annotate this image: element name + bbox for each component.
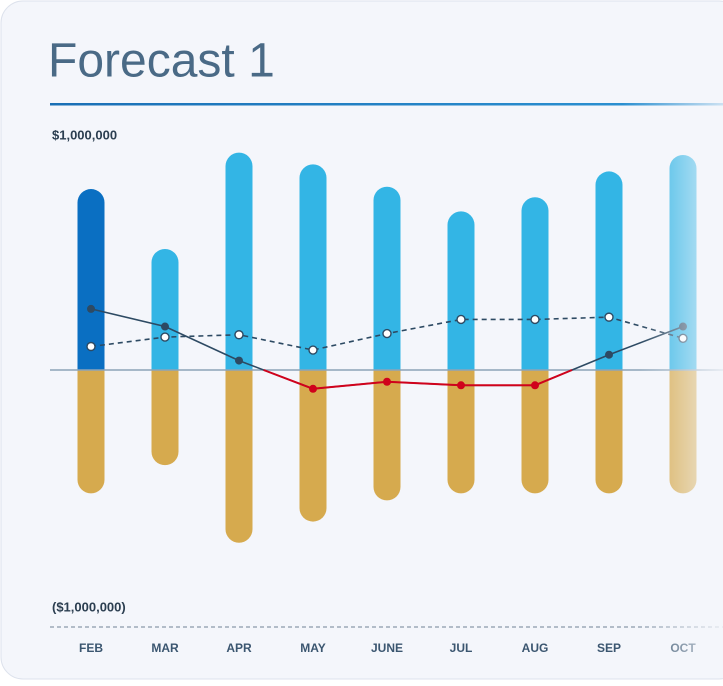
- bar: [447, 370, 475, 494]
- line-point: [604, 312, 614, 322]
- negative-segment: [386, 380, 462, 387]
- negative-segment: [534, 369, 573, 387]
- bar: [225, 370, 253, 543]
- bar: [521, 370, 549, 494]
- x-tick-label: SEP: [597, 641, 621, 655]
- line-point: [309, 384, 317, 393]
- negative-segment: [263, 369, 314, 390]
- x-tick-label: MAR: [151, 641, 179, 655]
- bar: [151, 370, 179, 466]
- bar: [77, 189, 105, 370]
- bar: [299, 370, 327, 522]
- bar: [151, 248, 179, 370]
- x-tick-label: AUG: [522, 641, 549, 655]
- bar: [225, 152, 253, 370]
- line-point: [530, 314, 540, 325]
- bar: [299, 164, 327, 370]
- line-point: [234, 330, 244, 340]
- line-point: [605, 350, 613, 359]
- negative-segment: [312, 380, 388, 390]
- line-point: [382, 328, 392, 339]
- bar: [77, 370, 105, 494]
- x-tick-label: JUNE: [371, 641, 403, 655]
- bar: [373, 186, 401, 370]
- bar: [447, 211, 475, 370]
- title-rule: [50, 103, 723, 106]
- line-point: [457, 381, 465, 390]
- bar: [595, 370, 623, 494]
- x-tick-label: MAY: [300, 641, 326, 655]
- edge-fade: [640, 110, 723, 670]
- line-point: [87, 304, 95, 313]
- line-point: [161, 322, 169, 331]
- line-point: [308, 345, 318, 355]
- x-tick-label: APR: [226, 641, 252, 655]
- bar: [595, 171, 623, 370]
- line-point: [160, 332, 170, 342]
- line-point: [235, 356, 243, 365]
- line-point: [456, 314, 466, 325]
- x-tick-label: FEB: [79, 641, 103, 655]
- chart-title: Forecast 1: [48, 35, 275, 88]
- y-tick-label: ($1,000,000): [52, 599, 126, 614]
- x-tick-label: JUL: [450, 641, 473, 655]
- line-point: [531, 381, 539, 390]
- line-point: [86, 341, 96, 352]
- line-point: [383, 377, 391, 386]
- y-tick-label: $1,000,000: [52, 127, 117, 142]
- bar: [373, 370, 401, 501]
- bar: [521, 197, 549, 370]
